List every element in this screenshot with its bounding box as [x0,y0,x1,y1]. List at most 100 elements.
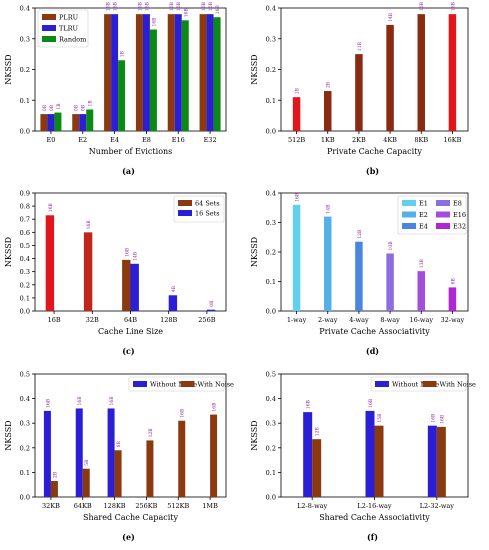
bar-without-noise [43,410,51,497]
y-tick-label: 0.3 [20,35,30,43]
bar-with-noise [374,425,384,497]
bar-data-label: 2B [52,471,58,478]
bar-data-label: 16B [180,408,186,418]
x-tick-label: 32B [86,316,99,324]
legend-label: With Noise [440,381,477,389]
y-tick-label: 0.5 [20,242,30,250]
y-axis-label: NKSSD [250,237,259,267]
x-axis-label: Number of Evictions [89,147,173,156]
y-tick-label: 0.3 [20,268,30,276]
bar-with-noise [178,420,186,497]
legend-label: TLRU [59,25,79,33]
bar-plru [72,114,80,131]
x-tick-label: 2-way [318,316,338,324]
bar-16-sets [206,309,216,311]
bar-data-label: 0B [74,104,80,111]
bar-plru [40,114,48,131]
panel-caption: (c) [122,346,135,356]
legend-swatch [178,200,192,206]
y-tick-label: 0.3 [266,219,276,227]
bar-64-sets [122,259,131,311]
x-tick-label: 64KB [74,502,92,510]
y-tick-label: 0.3 [266,420,276,428]
legend-box [128,376,225,392]
x-tick-label: 16B [48,316,61,324]
legend-swatch [402,211,416,218]
x-tick-label: 128KB [104,502,126,510]
bar-data-label: 16B [201,1,207,11]
bar-data-label: 16B [439,414,445,424]
x-tick-label: L2-16-way [357,502,392,510]
bar-data-label: 2B [326,81,332,88]
x-tick-label: 512KB [167,502,189,510]
y-tick-label: 0.2 [266,66,276,74]
y-tick-label: 0.5 [266,371,276,379]
plot-frame [34,373,227,498]
y-tick-label: 0.1 [266,278,276,286]
bar-data-label: 16B [215,4,221,14]
y-tick-label: 0.0 [266,494,276,502]
bar-with-noise [82,468,90,497]
bar-data-label: 12B [357,229,363,239]
x-tick-label: 8KB [414,136,428,144]
bar-data-label: 14B [388,12,394,22]
legend-label: 64 Sets [195,200,220,208]
bar-data-label: 1B [88,100,94,107]
bar-plru [167,14,175,131]
legend-label: PLRU [59,14,79,22]
bar-data-label: 10B [388,241,394,251]
y-axis-label: NKSSD [250,420,259,450]
legend-swatch [402,200,416,206]
y-tick-label: 0.2 [20,444,30,452]
y-tick-label: 0.7 [20,216,30,224]
bar-value [386,253,394,311]
bar-data-label: 14B [133,251,139,261]
legend-swatch [436,211,450,218]
bar-random [213,17,221,132]
bar-data-label: 16B [137,1,143,11]
bar-tlru [79,114,87,131]
panel-caption: (e) [122,532,135,542]
bar-random [181,20,189,131]
bar-value [324,216,332,311]
bar-64-sets [45,215,55,311]
panel-caption: (b) [366,166,379,176]
legend-label: E1 [419,200,428,208]
legend-swatch [180,381,195,387]
legend-label: E4 [419,223,428,231]
x-tick-label: E16 [172,136,185,144]
bar-16-sets [168,295,178,311]
bar-tlru [206,14,214,131]
bar-data-label: 1B [295,87,301,94]
bar-data-label: 4B [171,285,177,292]
bar-plru [104,14,112,131]
x-tick-label: 128B [160,316,177,324]
bar-data-label: 1B [120,50,126,57]
y-axis-label: NKSSD [4,54,13,84]
y-tick-label: 0.6 [20,229,30,237]
legend-label: Without Noise [150,381,197,389]
y-axis-label: NKSSD [4,237,13,267]
bar-with-noise [436,426,446,497]
bar-data-label: 16B [45,398,51,408]
legend-swatch [42,14,56,20]
x-tick-label: E4 [110,136,119,144]
y-tick-label: 0.2 [20,66,30,74]
bar-data-label: 16B [212,402,218,412]
x-tick-label: 2KB [352,136,366,144]
bar-data-label: 16B [113,1,119,11]
panel-caption: (a) [122,166,135,176]
y-tick-label: 0.1 [20,469,30,477]
bar-value [324,91,332,131]
legend-swatch [42,36,56,42]
bar-value [355,241,363,311]
y-tick-label: 0.4 [20,395,30,403]
legend-swatch [42,25,56,31]
y-tick-label: 0.0 [20,494,30,502]
y-tick-label: 0.0 [266,308,276,316]
legend-swatch [133,381,147,387]
bar-tlru [47,114,55,131]
y-tick-label: 0.4 [266,395,276,403]
bar-random [149,29,157,131]
bar-random [54,112,62,131]
